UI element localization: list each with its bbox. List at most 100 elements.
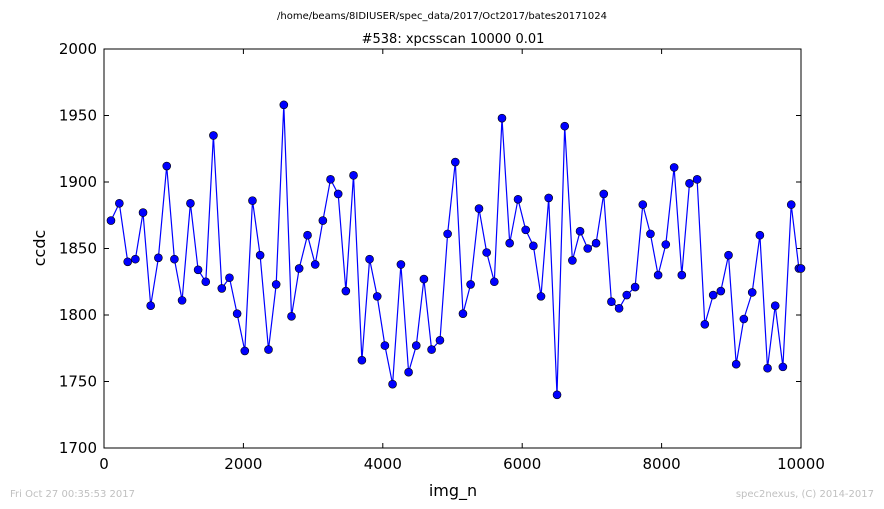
data-point: [131, 254, 140, 264]
data-point: [365, 254, 374, 264]
data-point: [271, 280, 281, 289]
data-point: [225, 273, 234, 283]
data-point: [450, 157, 460, 167]
data-point: [560, 121, 570, 131]
data-point: [575, 226, 585, 236]
x-tick-label: 2000: [224, 455, 262, 473]
data-point: [755, 230, 765, 240]
data-point: [614, 304, 624, 313]
data-point: [796, 264, 806, 273]
y-tick-label: 1900: [59, 173, 97, 191]
data-point: [349, 171, 358, 180]
data-point: [162, 161, 172, 171]
series-layer: [106, 100, 806, 400]
data-point: [217, 284, 227, 293]
data-point: [318, 216, 328, 225]
data-point: [568, 256, 577, 265]
data-point: [747, 288, 757, 297]
data-point: [536, 292, 546, 301]
data-point: [209, 131, 218, 140]
data-point: [763, 363, 772, 373]
data-point: [435, 335, 445, 345]
data-point: [677, 270, 687, 280]
data-point: [240, 346, 250, 356]
data-point: [513, 194, 523, 204]
data-point: [708, 290, 718, 300]
data-point: [521, 225, 530, 235]
data-point: [154, 253, 163, 263]
y-tick-label: 1800: [59, 306, 97, 324]
data-point: [357, 355, 367, 365]
data-point: [724, 250, 733, 260]
chart-suptitle: /home/beams/8IDIUSER/spec_data/2017/Oct2…: [277, 11, 607, 22]
x-tick-label: 10000: [777, 455, 825, 473]
data-point: [770, 301, 780, 310]
data-point: [778, 362, 788, 372]
data-point: [341, 286, 351, 296]
data-point: [622, 290, 632, 300]
data-point: [396, 260, 406, 269]
data-point: [115, 198, 124, 208]
data-point: [427, 345, 436, 354]
data-point: [310, 260, 320, 269]
data-point: [326, 175, 335, 184]
y-tick-label: 1750: [59, 373, 97, 391]
data-point: [138, 208, 148, 217]
data-point: [474, 204, 484, 213]
data-point: [248, 196, 257, 205]
data-point: [380, 341, 390, 350]
y-tick-label: 1700: [59, 439, 97, 457]
data-point: [716, 286, 726, 296]
data-point: [630, 282, 640, 292]
data-point: [333, 189, 343, 199]
data-point: [482, 248, 491, 257]
data-point: [638, 200, 648, 209]
footer-credit: spec2nexus, (C) 2014-2017: [736, 489, 874, 500]
data-point: [661, 240, 671, 249]
data-point: [458, 309, 468, 318]
y-tick-label: 2000: [59, 40, 97, 58]
data-point: [279, 100, 289, 110]
chart-title: #538: xpcsscan 10000 0.01: [362, 32, 545, 47]
y-tick-label: 1950: [59, 107, 97, 125]
data-point: [731, 359, 741, 369]
data-point: [692, 175, 702, 184]
axis-tick-labels: 0 2000 4000 6000 8000 10000 1700 1750 1800 1850 19…: [59, 40, 825, 473]
footer-timestamp: Fri Oct 27 00:35:53 2017: [10, 489, 135, 500]
data-point: [201, 277, 211, 287]
data-point: [411, 341, 421, 350]
data-point: [404, 367, 413, 377]
data-point: [490, 277, 499, 287]
data-point: [700, 320, 710, 329]
data-point: [372, 292, 382, 301]
data-point: [287, 312, 296, 321]
data-point: [264, 345, 273, 354]
data-point: [419, 274, 429, 284]
data-point: [497, 113, 507, 123]
data-point: [193, 265, 203, 275]
data-point: [669, 163, 679, 172]
data-point: [646, 229, 655, 239]
data-point: [599, 189, 609, 199]
data-point: [583, 244, 593, 253]
data-point: [685, 179, 694, 188]
y-axis-label: ccdc: [30, 230, 49, 267]
data-point: [303, 230, 312, 240]
x-tick-label: 0: [99, 455, 109, 473]
data-point: [186, 198, 195, 208]
data-point: [552, 390, 562, 400]
data-point: [106, 216, 116, 225]
data-point: [544, 193, 553, 203]
data-point: [591, 238, 601, 248]
data-point: [146, 301, 155, 310]
data-point: [177, 296, 187, 305]
data-point: [443, 229, 452, 239]
data-point: [388, 379, 397, 389]
x-tick-label: 6000: [503, 455, 541, 473]
data-point: [786, 200, 796, 209]
data-point: [607, 297, 616, 307]
data-point: [529, 241, 538, 251]
axis-ticks: [103, 48, 802, 449]
data-point: [505, 238, 514, 248]
